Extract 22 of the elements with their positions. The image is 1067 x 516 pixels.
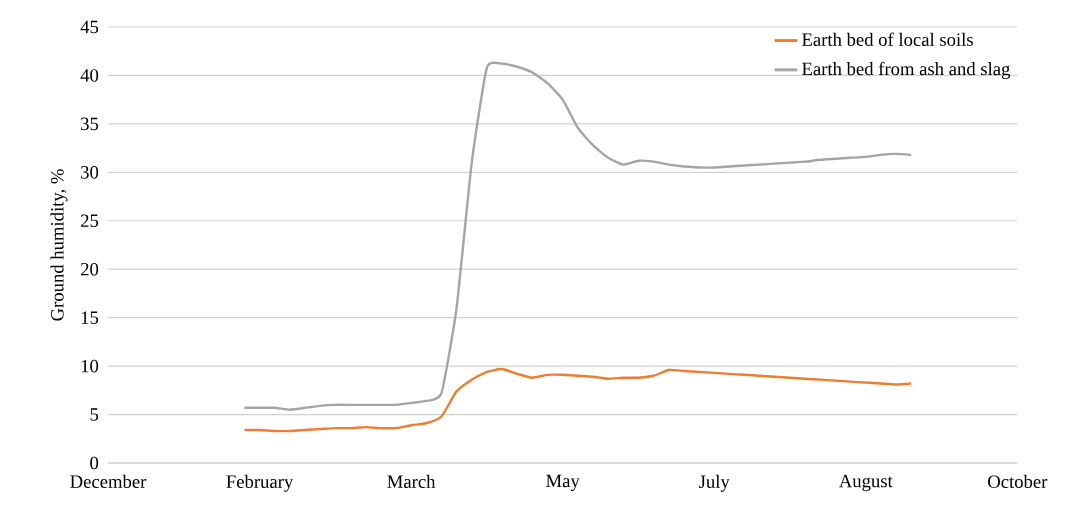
x-tick-label: February bbox=[226, 474, 294, 492]
y-tick-label: 0 bbox=[90, 456, 99, 470]
y-tick-label: 35 bbox=[81, 117, 99, 131]
line-series bbox=[243, 367, 913, 433]
y-tick-label: 45 bbox=[80, 20, 99, 34]
x-tick-label: May bbox=[546, 474, 580, 492]
x-tick-label: December bbox=[70, 474, 147, 488]
y-axis-title: Ground humidity, % bbox=[50, 169, 68, 321]
x-tick-label: October bbox=[988, 474, 1048, 488]
y-tick-label: 15 bbox=[81, 311, 99, 324]
y-tick-label: 20 bbox=[81, 262, 99, 276]
y-tick-label: 30 bbox=[81, 166, 99, 179]
x-tick-label: August bbox=[839, 474, 893, 492]
x-tick-label: March bbox=[387, 474, 436, 488]
x-tick-label: July bbox=[699, 474, 730, 492]
y-tick-label: 25 bbox=[81, 214, 99, 228]
legend-label: Earth bed from ash and slag bbox=[802, 61, 1011, 80]
y-tick-label: 40 bbox=[80, 69, 99, 82]
y-tick-label: 5 bbox=[90, 408, 99, 421]
y-tick-label: 10 bbox=[81, 359, 99, 373]
legend-label: Earth bed of local soils bbox=[802, 32, 973, 46]
line-series bbox=[243, 61, 913, 411]
